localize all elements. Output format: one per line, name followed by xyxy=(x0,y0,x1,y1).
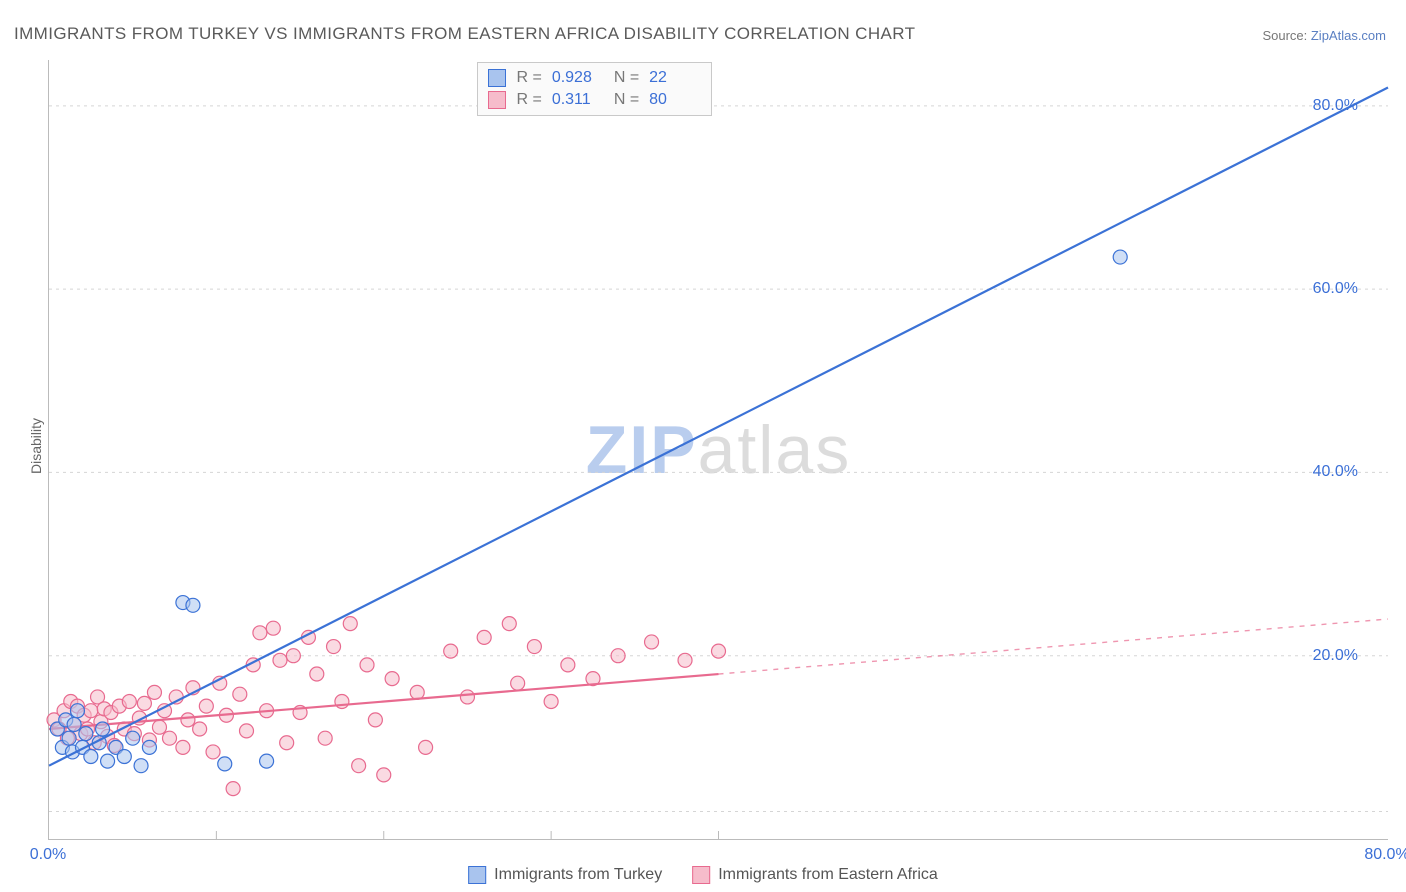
r-value: 0.928 xyxy=(552,69,604,87)
eafrica-point xyxy=(444,644,458,658)
eafrica-point xyxy=(84,704,98,718)
turkey-point xyxy=(62,731,76,745)
eafrica-point xyxy=(385,672,399,686)
eafrica-point xyxy=(511,676,525,690)
legend-label: Immigrants from Turkey xyxy=(494,866,662,884)
eafrica-point xyxy=(286,649,300,663)
eafrica-point xyxy=(310,667,324,681)
eafrica-point xyxy=(477,630,491,644)
eafrica-point xyxy=(266,621,280,635)
turkey-point xyxy=(117,750,131,764)
turkey-point xyxy=(70,704,84,718)
eafrica-point xyxy=(181,713,195,727)
eafrica-point xyxy=(226,782,240,796)
eafrica-point xyxy=(206,745,220,759)
eafrica-point xyxy=(327,640,341,654)
chart-container: IMMIGRANTS FROM TURKEY VS IMMIGRANTS FRO… xyxy=(0,0,1406,892)
plot-area: ZIPatlas R =0.928N =22R =0.311N =80 20.0… xyxy=(48,60,1388,840)
eafrica-point xyxy=(253,626,267,640)
r-value: 0.311 xyxy=(552,91,604,109)
eafrica-point xyxy=(460,690,474,704)
eafrica-point xyxy=(122,695,136,709)
turkey-point xyxy=(260,754,274,768)
turkey-point xyxy=(96,722,110,736)
y-tick-label: 40.0% xyxy=(1313,463,1358,481)
eafrica-point xyxy=(176,740,190,754)
turkey-point xyxy=(186,598,200,612)
turkey-swatch-icon xyxy=(488,69,506,87)
eafrica-point xyxy=(544,695,558,709)
eafrica-point xyxy=(360,658,374,672)
chart-title: IMMIGRANTS FROM TURKEY VS IMMIGRANTS FRO… xyxy=(14,24,915,44)
y-tick-label: 80.0% xyxy=(1313,97,1358,115)
correlation-stats-box: R = 0.928 N = 22 R = 0.311 N = 80 xyxy=(477,62,712,116)
eafrica-swatch-icon xyxy=(488,91,506,109)
eafrica-point xyxy=(199,699,213,713)
turkey-trendline xyxy=(49,87,1388,765)
plot-svg xyxy=(49,60,1388,839)
stats-row-eafrica: R = 0.311 N = 80 xyxy=(488,89,701,111)
y-axis-label: Disability xyxy=(28,418,44,474)
x-tick-label: 80.0% xyxy=(1364,846,1406,864)
stats-row-turkey: R = 0.928 N = 22 xyxy=(488,67,701,89)
eafrica-trendline-extrapolated xyxy=(719,619,1389,674)
turkey-point xyxy=(67,717,81,731)
y-tick-label: 20.0% xyxy=(1313,647,1358,665)
turkey-point xyxy=(142,740,156,754)
source-attribution: Source: ZipAtlas.com xyxy=(1262,28,1386,43)
eafrica-point xyxy=(152,720,166,734)
eafrica-point xyxy=(163,731,177,745)
eafrica-point xyxy=(419,740,433,754)
bottom-legend: Immigrants from Turkey Immigrants from Ea… xyxy=(468,866,938,884)
x-tick-label: 0.0% xyxy=(30,846,66,864)
turkey-point xyxy=(218,757,232,771)
turkey-point xyxy=(101,754,115,768)
eafrica-swatch-icon xyxy=(692,866,710,884)
legend-item-turkey: Immigrants from Turkey xyxy=(468,866,662,884)
source-link[interactable]: ZipAtlas.com xyxy=(1311,28,1386,43)
turkey-point xyxy=(79,727,93,741)
y-tick-label: 60.0% xyxy=(1313,280,1358,298)
r-label: R = xyxy=(516,91,541,109)
eafrica-point xyxy=(233,687,247,701)
n-label: N = xyxy=(614,69,639,87)
legend-item-eafrica: Immigrants from Eastern Africa xyxy=(692,866,938,884)
eafrica-point xyxy=(147,685,161,699)
eafrica-point xyxy=(678,653,692,667)
turkey-swatch-icon xyxy=(468,866,486,884)
eafrica-point xyxy=(712,644,726,658)
eafrica-point xyxy=(352,759,366,773)
source-prefix: Source: xyxy=(1262,28,1310,43)
eafrica-point xyxy=(137,696,151,710)
eafrica-point xyxy=(368,713,382,727)
r-label: R = xyxy=(516,69,541,87)
eafrica-point xyxy=(343,617,357,631)
n-label: N = xyxy=(614,91,639,109)
eafrica-point xyxy=(645,635,659,649)
turkey-point xyxy=(84,750,98,764)
eafrica-point xyxy=(527,640,541,654)
eafrica-point xyxy=(318,731,332,745)
n-value: 80 xyxy=(649,91,701,109)
eafrica-point xyxy=(561,658,575,672)
eafrica-point xyxy=(193,722,207,736)
legend-label: Immigrants from Eastern Africa xyxy=(718,866,938,884)
eafrica-point xyxy=(273,653,287,667)
turkey-point xyxy=(126,731,140,745)
eafrica-point xyxy=(410,685,424,699)
eafrica-point xyxy=(502,617,516,631)
turkey-point xyxy=(1113,250,1127,264)
eafrica-point xyxy=(280,736,294,750)
eafrica-point xyxy=(611,649,625,663)
n-value: 22 xyxy=(649,69,701,87)
eafrica-point xyxy=(240,724,254,738)
turkey-point xyxy=(134,759,148,773)
eafrica-point xyxy=(377,768,391,782)
